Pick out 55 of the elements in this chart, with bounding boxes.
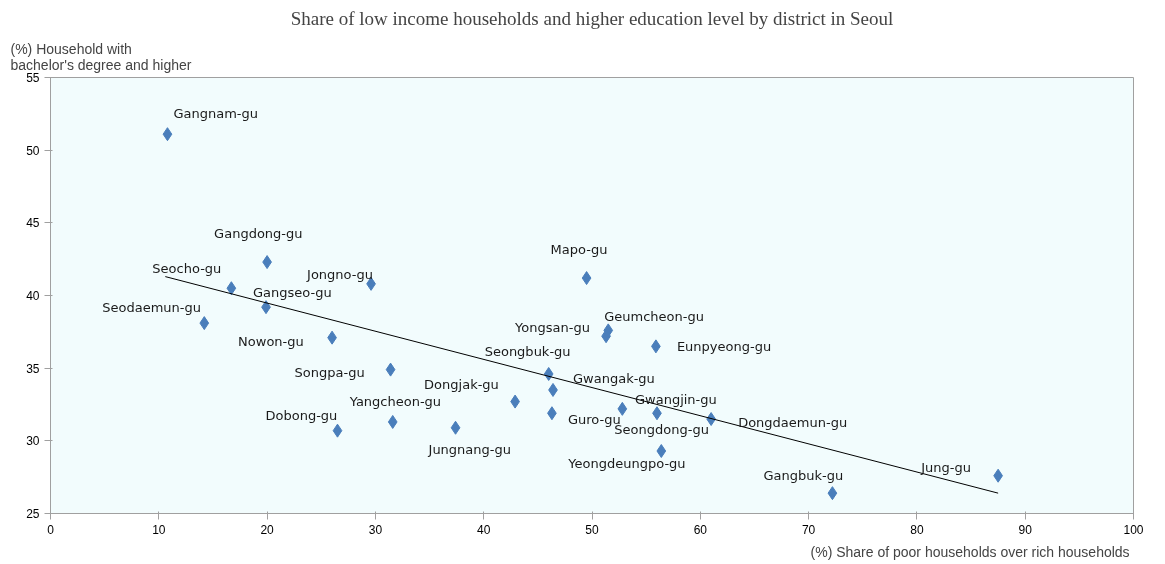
y-tick-label: 25: [26, 507, 40, 521]
annotation: Dongjak-gu: [424, 377, 499, 393]
annotation: Gangbuk-gu: [763, 467, 844, 483]
point: [332, 423, 343, 438]
x-tick-label: 70: [801, 522, 816, 537]
annotation: Seocho-gu: [152, 260, 222, 276]
annotation: Yongsan-gu: [514, 319, 590, 335]
x-tick-label: 0: [47, 522, 55, 537]
annotation: Gwangjin-gu: [634, 391, 717, 407]
x-tick-label: 10: [152, 522, 166, 537]
annotation: Jung-gu: [920, 460, 971, 476]
x-tick-label: 20: [260, 522, 275, 537]
y-tick-label: 30: [26, 434, 40, 449]
annotation: Gangseo-gu: [253, 284, 332, 300]
annotation: Gangnam-gu: [173, 105, 259, 121]
x-tick-label: 90: [1018, 522, 1033, 537]
annotation: Gangdong-gu: [214, 225, 303, 241]
y-tick-label: 50: [26, 143, 40, 158]
annotation: Gwangak-gu: [573, 371, 655, 387]
point: [827, 486, 838, 501]
x-axis-title: (%) Share of poor households over rich households: [810, 543, 1130, 560]
point: [617, 401, 628, 416]
annotation: Jongno-gu: [306, 267, 373, 283]
x-tick-label: 100: [1123, 522, 1144, 537]
x-tick-label: 60: [693, 522, 708, 537]
y-tick-label: 45: [26, 216, 40, 231]
y-axis-title: (%) Household with bachelor's degree and higher: [10, 40, 192, 73]
y-tick-label: 35: [26, 361, 40, 376]
point: [226, 281, 237, 296]
point: [385, 362, 396, 377]
annotation: Nowon-gu: [238, 334, 304, 350]
annotation: Mapo-gu: [550, 241, 608, 257]
point: [656, 444, 667, 459]
x-tick-label: 50: [585, 522, 599, 537]
annotation: Dongdaemun-gu: [738, 414, 848, 430]
y-tick-label: 55: [26, 71, 40, 85]
chart-title: Share of low income households and higher education level by district in Seoul: [290, 7, 894, 29]
x-tick-label: 40: [477, 522, 491, 537]
y-tick-label: 40: [26, 289, 40, 303]
point: [199, 316, 210, 331]
point: [162, 127, 173, 142]
annotation: Seongbuk-gu: [484, 344, 571, 360]
x-tick-label: 80: [910, 522, 924, 537]
annotation: Geumcheon-gu: [604, 308, 704, 324]
annotation: Dobong-gu: [265, 408, 338, 424]
annotation: Yeongdeungpo-gu: [567, 455, 686, 471]
annotation: Seodaemun-gu: [102, 299, 202, 315]
point: [450, 420, 461, 435]
annotation: Jungnang-gu: [427, 442, 511, 458]
x-tick-label: 30: [368, 522, 383, 537]
annotation: Eunpyeong-gu: [676, 338, 772, 354]
point: [581, 271, 592, 286]
annotation: Songpa-gu: [294, 365, 365, 381]
annotation: Yangcheon-gu: [348, 394, 442, 410]
point: [387, 414, 398, 429]
